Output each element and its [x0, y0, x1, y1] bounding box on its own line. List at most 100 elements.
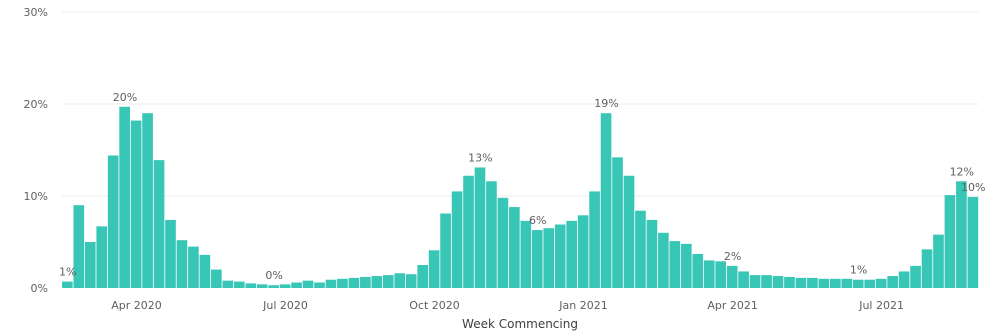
bar: [738, 271, 749, 288]
bar: [463, 175, 474, 288]
y-tick-label: 10%: [24, 190, 48, 203]
bar: [62, 281, 73, 288]
x-tick-label: Jan 2021: [558, 299, 607, 312]
bar: [784, 276, 795, 288]
bar: [325, 279, 337, 288]
x-axis-ticks: Apr 2020 Jul 2020 Oct 2020 Jan 2021 Apr 2021…: [111, 299, 904, 312]
bar: [818, 278, 830, 288]
data-label: 20%: [113, 91, 137, 104]
bar: [520, 220, 532, 288]
bar: [188, 246, 199, 288]
gridlines: [62, 11, 979, 197]
bar: [119, 106, 130, 288]
y-tick-label: 0%: [31, 282, 48, 295]
bar: [474, 167, 486, 288]
x-axis-title: Week Commencing: [462, 317, 578, 331]
x-tick-label: Jul 2021: [858, 299, 904, 312]
bar: [887, 276, 898, 288]
bar: [933, 234, 944, 288]
bar: [669, 241, 681, 288]
bar: [497, 197, 509, 288]
bar: [761, 275, 772, 288]
bar: [531, 230, 543, 288]
bar: [898, 271, 910, 288]
bar: [864, 279, 876, 288]
data-labels: 1% 20% 0% 13% 6% 19% 2% 1% 12% 10%: [59, 91, 986, 282]
bar: [841, 278, 853, 288]
data-label: 10%: [961, 181, 985, 194]
bar: [222, 280, 234, 288]
bar: [73, 205, 85, 288]
x-tick-label: Apr 2020: [111, 299, 162, 312]
bar: [96, 226, 108, 288]
bar: [107, 155, 119, 288]
bar: [417, 265, 428, 288]
bar: [589, 191, 600, 288]
data-label: 12%: [950, 165, 974, 178]
data-label: 19%: [594, 97, 618, 110]
x-tick-label: Apr 2021: [707, 299, 758, 312]
bar: [486, 181, 497, 288]
data-label: 2%: [724, 250, 741, 263]
bar: [348, 277, 360, 288]
bar: [749, 275, 761, 288]
bar: [509, 207, 520, 288]
bar: [302, 280, 314, 288]
bar: [852, 279, 864, 288]
bar: [371, 276, 383, 288]
data-label: 1%: [59, 266, 76, 279]
bar: [165, 219, 176, 288]
bar: [543, 228, 555, 288]
bar: [726, 265, 738, 288]
bar: [268, 285, 279, 288]
bar: [772, 276, 784, 288]
bar: [153, 160, 165, 288]
bar: [279, 284, 291, 288]
bar: [337, 278, 348, 288]
bar: [245, 283, 257, 288]
bar: [176, 240, 188, 288]
bar: [680, 243, 692, 288]
bar: [130, 120, 142, 288]
bar: [795, 277, 807, 288]
data-label: 6%: [529, 214, 546, 227]
bar: [715, 261, 727, 288]
data-label: 13%: [468, 152, 492, 165]
x-tick-label: Oct 2020: [409, 299, 460, 312]
bar: [256, 284, 268, 288]
bars: [62, 106, 979, 288]
bar: [646, 219, 658, 288]
y-tick-label: 20%: [24, 98, 48, 111]
bar: [612, 157, 623, 288]
bar: [967, 196, 979, 288]
y-tick-label: 30%: [24, 6, 48, 19]
bar: [440, 213, 451, 288]
bar: [829, 278, 841, 288]
bar: [623, 175, 635, 288]
bar: [703, 260, 715, 288]
bar: [944, 195, 956, 288]
bar: [233, 281, 245, 288]
bar: [199, 254, 211, 288]
bar: [807, 277, 818, 288]
bar: [382, 275, 394, 288]
bar: [910, 265, 921, 288]
bar: [84, 242, 96, 288]
x-tick-label: Jul 2020: [262, 299, 308, 312]
data-label: 0%: [265, 269, 282, 282]
bar: [291, 282, 302, 288]
bar: [314, 282, 325, 288]
bar: [142, 113, 153, 288]
bar: [875, 278, 887, 288]
bar: [428, 250, 440, 288]
y-axis-ticks: 0% 10% 20% 30%: [24, 6, 48, 295]
bar: [211, 269, 222, 288]
bar: [566, 220, 578, 288]
bar: [451, 191, 463, 288]
bar: [360, 276, 371, 288]
bar: [635, 210, 646, 288]
bar: [405, 274, 417, 288]
data-label: 1%: [850, 264, 867, 277]
bar: [956, 181, 967, 288]
